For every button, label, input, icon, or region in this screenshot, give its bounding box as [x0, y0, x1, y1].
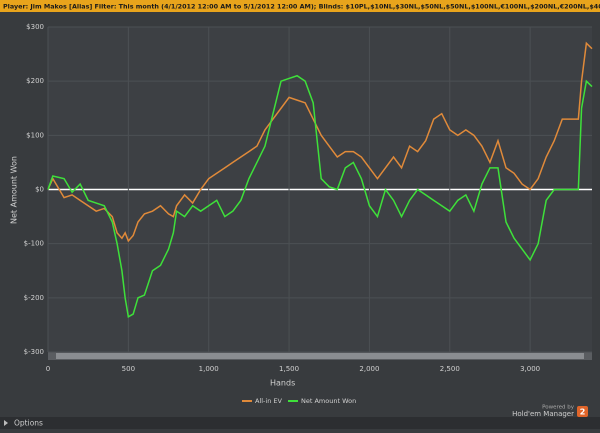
y-tick-label: $-300	[24, 348, 44, 356]
x-tick-label: 0	[46, 365, 50, 373]
y-tick-label: $0	[35, 186, 44, 194]
x-tick-label: 1,500	[279, 365, 299, 373]
y-axis-title: Net Amount Won	[10, 156, 19, 224]
y-tick-label: $-200	[24, 294, 44, 302]
y-tick-label: $300	[26, 23, 44, 31]
x-axis-title: Hands	[270, 379, 295, 388]
options-arrow[interactable]	[4, 420, 8, 426]
footer-bar	[0, 417, 600, 429]
header-bar	[0, 0, 600, 12]
legend-label: All-in EV	[255, 397, 283, 405]
x-tick-label: 2,500	[440, 365, 460, 373]
y-tick-label: $100	[26, 131, 44, 139]
legend-label: Net Amount Won	[301, 397, 356, 405]
options-button[interactable]: Options	[14, 419, 43, 428]
x-tick-label: 500	[122, 365, 135, 373]
brand: Hold'em Manager	[512, 410, 574, 418]
x-tick-label: 1,000	[199, 365, 219, 373]
powered-by: Powered by	[542, 405, 575, 411]
header-text: Player: Jim Makos [Alias] Filter: This m…	[3, 3, 600, 11]
x-tick-label: 3,000	[520, 365, 540, 373]
y-tick-label: $200	[26, 77, 44, 85]
brand-logo	[577, 406, 588, 417]
scrollbar-thumb[interactable]	[56, 353, 584, 359]
x-tick-label: 2,000	[359, 365, 379, 373]
series-line	[47, 74, 593, 318]
brand-number: 2	[580, 408, 586, 417]
y-tick-label: $-100	[24, 240, 44, 248]
series-line	[47, 41, 593, 243]
